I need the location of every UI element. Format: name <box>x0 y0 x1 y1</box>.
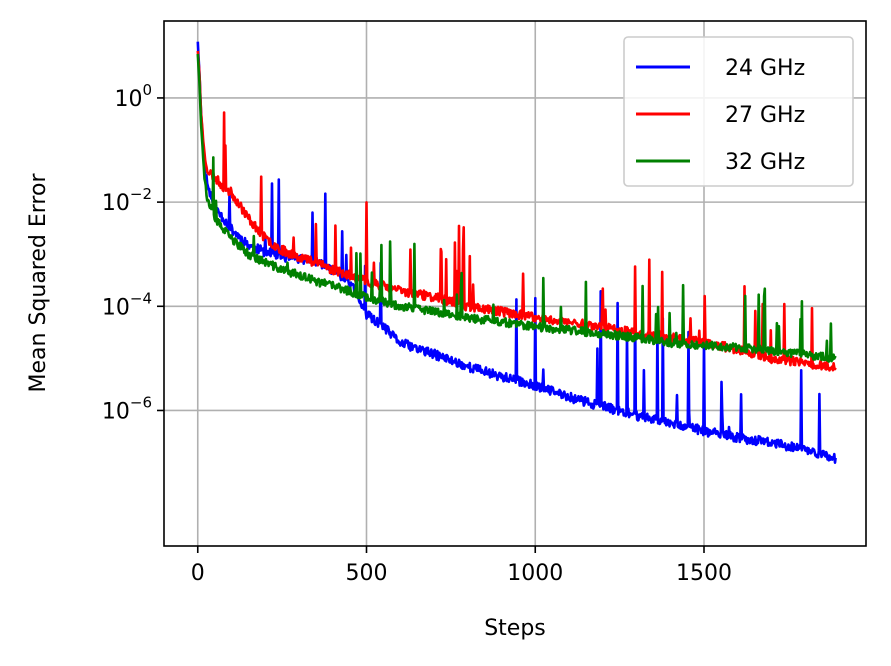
y-tick-label: 10−2 <box>102 185 152 216</box>
x-axis-label: Steps <box>484 616 546 641</box>
y-axis-label: Mean Squared Error <box>26 173 51 393</box>
x-tick-label: 0 <box>191 561 205 586</box>
legend-box <box>623 36 854 187</box>
x-tick-label: 500 <box>346 561 388 586</box>
axis-labels: Steps Mean Squared Error <box>26 173 546 641</box>
legend-label: 24 GHz <box>725 56 805 81</box>
series-layer <box>196 41 837 464</box>
legend-label: 27 GHz <box>725 103 805 128</box>
series-line-32-ghz <box>196 53 837 363</box>
legend-label: 32 GHz <box>725 150 805 175</box>
y-tick-label: 100 <box>114 81 152 112</box>
ticks: 0 500 1000 1500 100 10−2 10−4 10−6 <box>102 81 732 586</box>
plot-frame <box>163 20 867 547</box>
legend: 24 GHz 27 GHz 32 GHz <box>623 36 854 187</box>
x-tick-label: 1000 <box>507 561 563 586</box>
x-tick-label: 1500 <box>676 561 732 586</box>
y-tick-label: 10−6 <box>102 393 152 424</box>
y-tick-label: 10−4 <box>102 289 152 320</box>
series-line-24-ghz <box>196 41 837 464</box>
